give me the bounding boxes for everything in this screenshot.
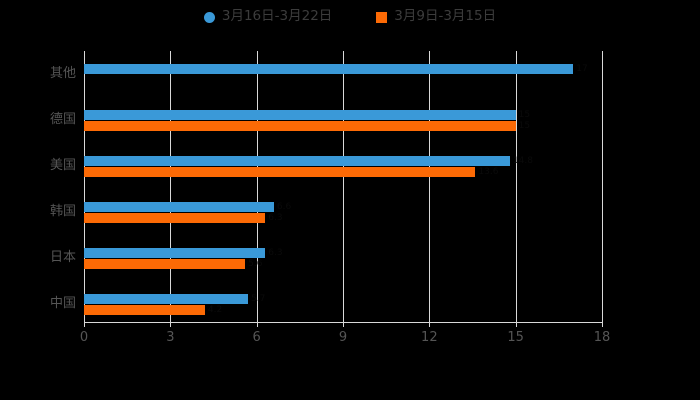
x-tick-label: 12 xyxy=(421,330,438,345)
bar-series1[interactable] xyxy=(84,64,574,74)
legend-swatch-square-icon xyxy=(376,11,388,23)
bar-series1[interactable] xyxy=(84,110,516,120)
y-axis-line xyxy=(84,51,85,322)
x-tick-label: 3 xyxy=(166,330,175,345)
x-tick-mark xyxy=(170,322,172,327)
gridline xyxy=(515,51,517,322)
bar-value-label: 14.8 xyxy=(512,156,533,166)
bar-value-label: 6.3 xyxy=(268,213,283,223)
x-tick-label: 0 xyxy=(79,330,89,345)
x-tick-mark xyxy=(429,322,431,327)
y-axis-category-label: 日本 xyxy=(49,250,76,265)
x-tick-mark xyxy=(602,322,603,327)
bar-value-label: 15 xyxy=(518,121,531,131)
y-axis-category-label: 韩国 xyxy=(49,204,76,219)
gridline xyxy=(256,51,258,322)
x-tick-label: 18 xyxy=(593,330,611,345)
plot-area: 17 15 15 14.8 13.6 6.6 6.3 6.3 5.6 5.7 4.2 xyxy=(84,51,602,322)
x-tick-mark xyxy=(343,322,344,327)
gridline xyxy=(343,51,344,322)
y-axis-category-label: 德国 xyxy=(49,112,76,127)
bar-series1[interactable] xyxy=(84,156,510,166)
bar-series1[interactable] xyxy=(84,294,249,304)
bar-series1[interactable] xyxy=(84,202,274,212)
legend-swatch-circle-icon xyxy=(203,11,215,23)
bar-value-label: 6.6 xyxy=(276,202,292,212)
bar-value-label: 15 xyxy=(518,110,531,120)
bar-value-label: 6.3 xyxy=(268,248,283,258)
bar-series2[interactable] xyxy=(84,213,266,223)
bar-value-label: 4.2 xyxy=(207,305,223,315)
bar-value-label: 17 xyxy=(576,64,588,74)
gridline xyxy=(170,51,172,322)
bar-series2[interactable] xyxy=(84,259,246,269)
legend-label-series1: 3月16日-3月22日 xyxy=(221,8,333,25)
y-axis-category-label: 中国 xyxy=(49,296,76,311)
y-axis-labels: 其他德国美国韩国日本中国 xyxy=(0,0,76,400)
x-tick-label: 9 xyxy=(338,330,348,345)
x-tick-mark xyxy=(256,322,258,327)
legend-label-series2: 3月9日-3月15日 xyxy=(394,8,497,25)
bar-value-label: 13.6 xyxy=(478,167,499,177)
gridline xyxy=(602,51,603,322)
chart-legend: 3月16日-3月22日 3月9日-3月15日 xyxy=(0,6,700,28)
gridline-layer xyxy=(0,51,700,322)
bar-series2[interactable] xyxy=(84,305,205,315)
x-tick-label: 15 xyxy=(507,330,524,345)
y-axis-category-label: 其他 xyxy=(49,66,76,81)
bar-series2[interactable] xyxy=(84,121,516,131)
bar-value-label: 5.6 xyxy=(248,259,263,269)
x-tick-label: 6 xyxy=(252,330,261,345)
gridline xyxy=(429,51,431,322)
bar-series2[interactable] xyxy=(84,167,476,177)
x-tick-mark xyxy=(515,322,517,327)
x-tick-mark xyxy=(84,322,85,327)
bar-series1[interactable] xyxy=(84,248,266,258)
legend-item-series1[interactable]: 3月16日-3月22日 xyxy=(203,8,333,25)
y-axis-category-label: 美国 xyxy=(49,158,76,173)
legend-item-series2[interactable]: 3月9日-3月15日 xyxy=(376,10,496,24)
bar-value-label: 5.7 xyxy=(251,294,266,304)
